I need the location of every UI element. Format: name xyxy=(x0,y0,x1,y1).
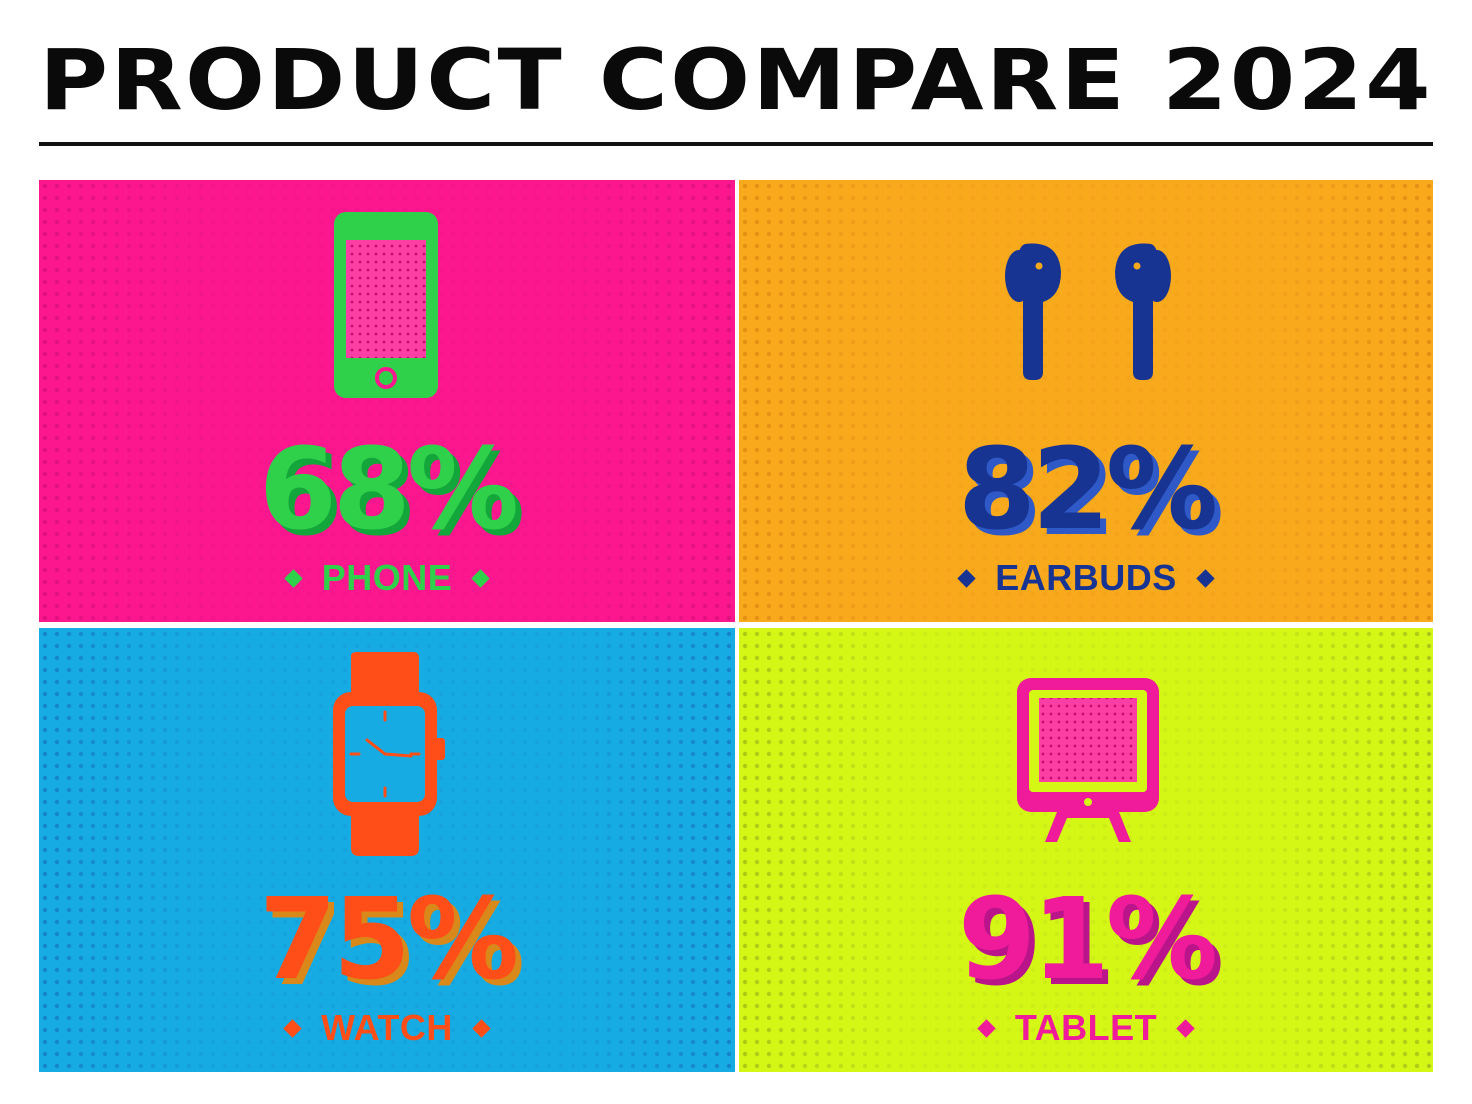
smartwatch-icon xyxy=(333,652,445,856)
label-row: EARBUDS xyxy=(739,558,1433,598)
label-row: TABLET xyxy=(739,1008,1433,1048)
percent-value: 68% xyxy=(258,425,519,555)
smartphone-icon xyxy=(334,212,438,398)
product-label: WATCH xyxy=(321,1007,453,1048)
panel-earbuds: 82% EARBUDS xyxy=(739,180,1433,622)
product-label: EARBUDS xyxy=(995,557,1177,598)
diamond-icon xyxy=(472,1018,491,1038)
percent-value: 75% xyxy=(258,875,519,1005)
diamond-icon xyxy=(957,568,976,588)
tablet-icon xyxy=(1017,678,1159,842)
label-row: PHONE xyxy=(39,558,735,598)
panel-phone: 68% PHONE xyxy=(39,180,735,622)
product-label: TABLET xyxy=(1014,1007,1158,1048)
diamond-icon xyxy=(283,1018,302,1038)
diamond-icon xyxy=(1176,1018,1195,1038)
diamond-icon xyxy=(284,568,303,588)
title-divider xyxy=(39,142,1433,146)
percent-value: 82% xyxy=(957,425,1218,555)
label-row: WATCH xyxy=(39,1008,735,1048)
panel-tablet: 91% TABLET xyxy=(739,628,1433,1072)
diamond-icon xyxy=(977,1018,996,1038)
product-label: PHONE xyxy=(321,557,453,598)
page-title: PRODUCT COMPARE 2024 xyxy=(39,31,1433,129)
diamond-icon xyxy=(1196,568,1215,588)
panel-watch: 75% WATCH xyxy=(39,628,735,1072)
diamond-icon xyxy=(471,568,490,588)
earbuds-icon xyxy=(1005,243,1171,380)
percent-value: 91% xyxy=(957,875,1218,1005)
halftone-pattern xyxy=(739,180,1433,622)
